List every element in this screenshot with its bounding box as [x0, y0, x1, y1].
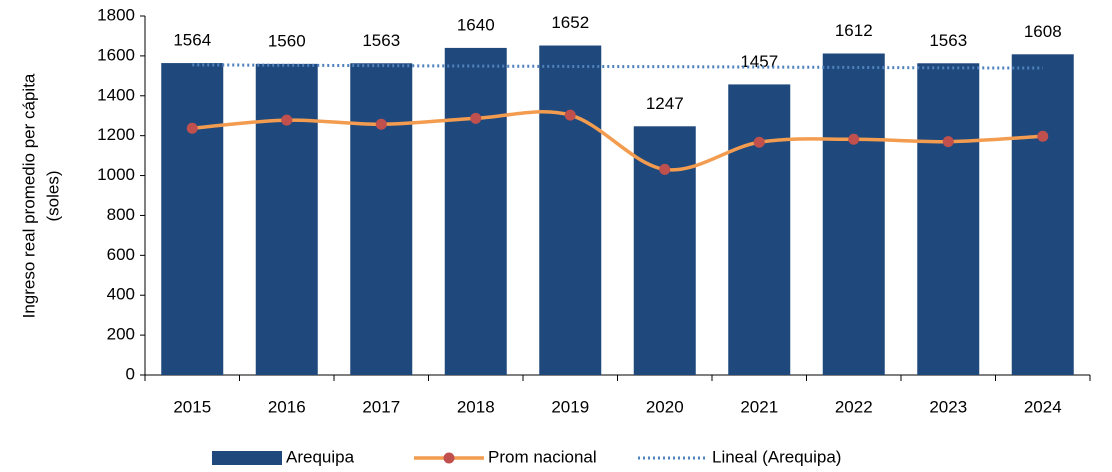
data-label: 1560 — [268, 31, 306, 50]
x-tick-label: 2016 — [268, 397, 306, 416]
x-tick-label: 2017 — [362, 397, 400, 416]
bar — [633, 126, 696, 375]
data-label: 1563 — [362, 31, 400, 50]
legend-marker — [443, 452, 455, 464]
data-label: 1608 — [1024, 22, 1062, 41]
y-tick-label: 400 — [107, 285, 135, 304]
marker — [281, 114, 293, 126]
y-axis-title-line: Ingreso real promedio per cápita — [19, 73, 38, 318]
data-label: 1564 — [173, 31, 211, 50]
marker — [375, 118, 387, 130]
x-tick-label: 2024 — [1024, 397, 1062, 416]
bar — [444, 47, 507, 376]
x-tick-label: 2023 — [929, 397, 967, 416]
bar — [350, 63, 413, 375]
y-tick-label: 1400 — [97, 85, 135, 104]
bar — [255, 63, 318, 375]
marker — [1037, 130, 1049, 142]
legend-label: Arequipa — [286, 447, 355, 466]
bar — [161, 63, 224, 376]
data-label: 1652 — [551, 13, 589, 32]
bar — [728, 84, 791, 375]
bar — [1011, 54, 1074, 375]
y-tick-label: 1600 — [97, 45, 135, 64]
y-tick-label: 0 — [126, 364, 135, 383]
x-tick-label: 2020 — [646, 397, 684, 416]
legend-label: Lineal (Arequipa) — [712, 447, 841, 466]
marker — [659, 163, 671, 175]
y-tick-label: 1200 — [97, 125, 135, 144]
y-tick-label: 1000 — [97, 165, 135, 184]
marker — [848, 133, 860, 145]
bar — [917, 63, 980, 375]
legend-label: Prom nacional — [488, 447, 597, 466]
data-label: 1612 — [835, 21, 873, 40]
y-tick-label: 800 — [107, 205, 135, 224]
x-tick-label: 2015 — [173, 397, 211, 416]
marker — [942, 136, 954, 148]
bar — [539, 45, 602, 376]
marker — [564, 109, 576, 121]
y-tick-label: 1800 — [97, 5, 135, 24]
data-label: 1640 — [457, 15, 495, 34]
y-axis-title: Ingreso real promedio per cápita (soles) — [19, 73, 62, 318]
legend-swatch — [212, 451, 282, 465]
y-tick-label: 200 — [107, 325, 135, 344]
x-tick-label: 2022 — [835, 397, 873, 416]
marker — [470, 112, 482, 124]
marker — [753, 136, 765, 148]
x-tick-label: 2019 — [551, 397, 589, 416]
data-label: 1247 — [646, 94, 684, 113]
y-tick-label: 600 — [107, 245, 135, 264]
line — [192, 110, 1043, 172]
x-tick-label: 2021 — [740, 397, 778, 416]
data-label: 1563 — [929, 31, 967, 50]
marker — [186, 122, 198, 134]
trend-line — [192, 63, 1043, 70]
x-tick-label: 2018 — [457, 397, 495, 416]
bar — [822, 53, 885, 376]
y-axis-title-line: (soles) — [43, 170, 62, 221]
